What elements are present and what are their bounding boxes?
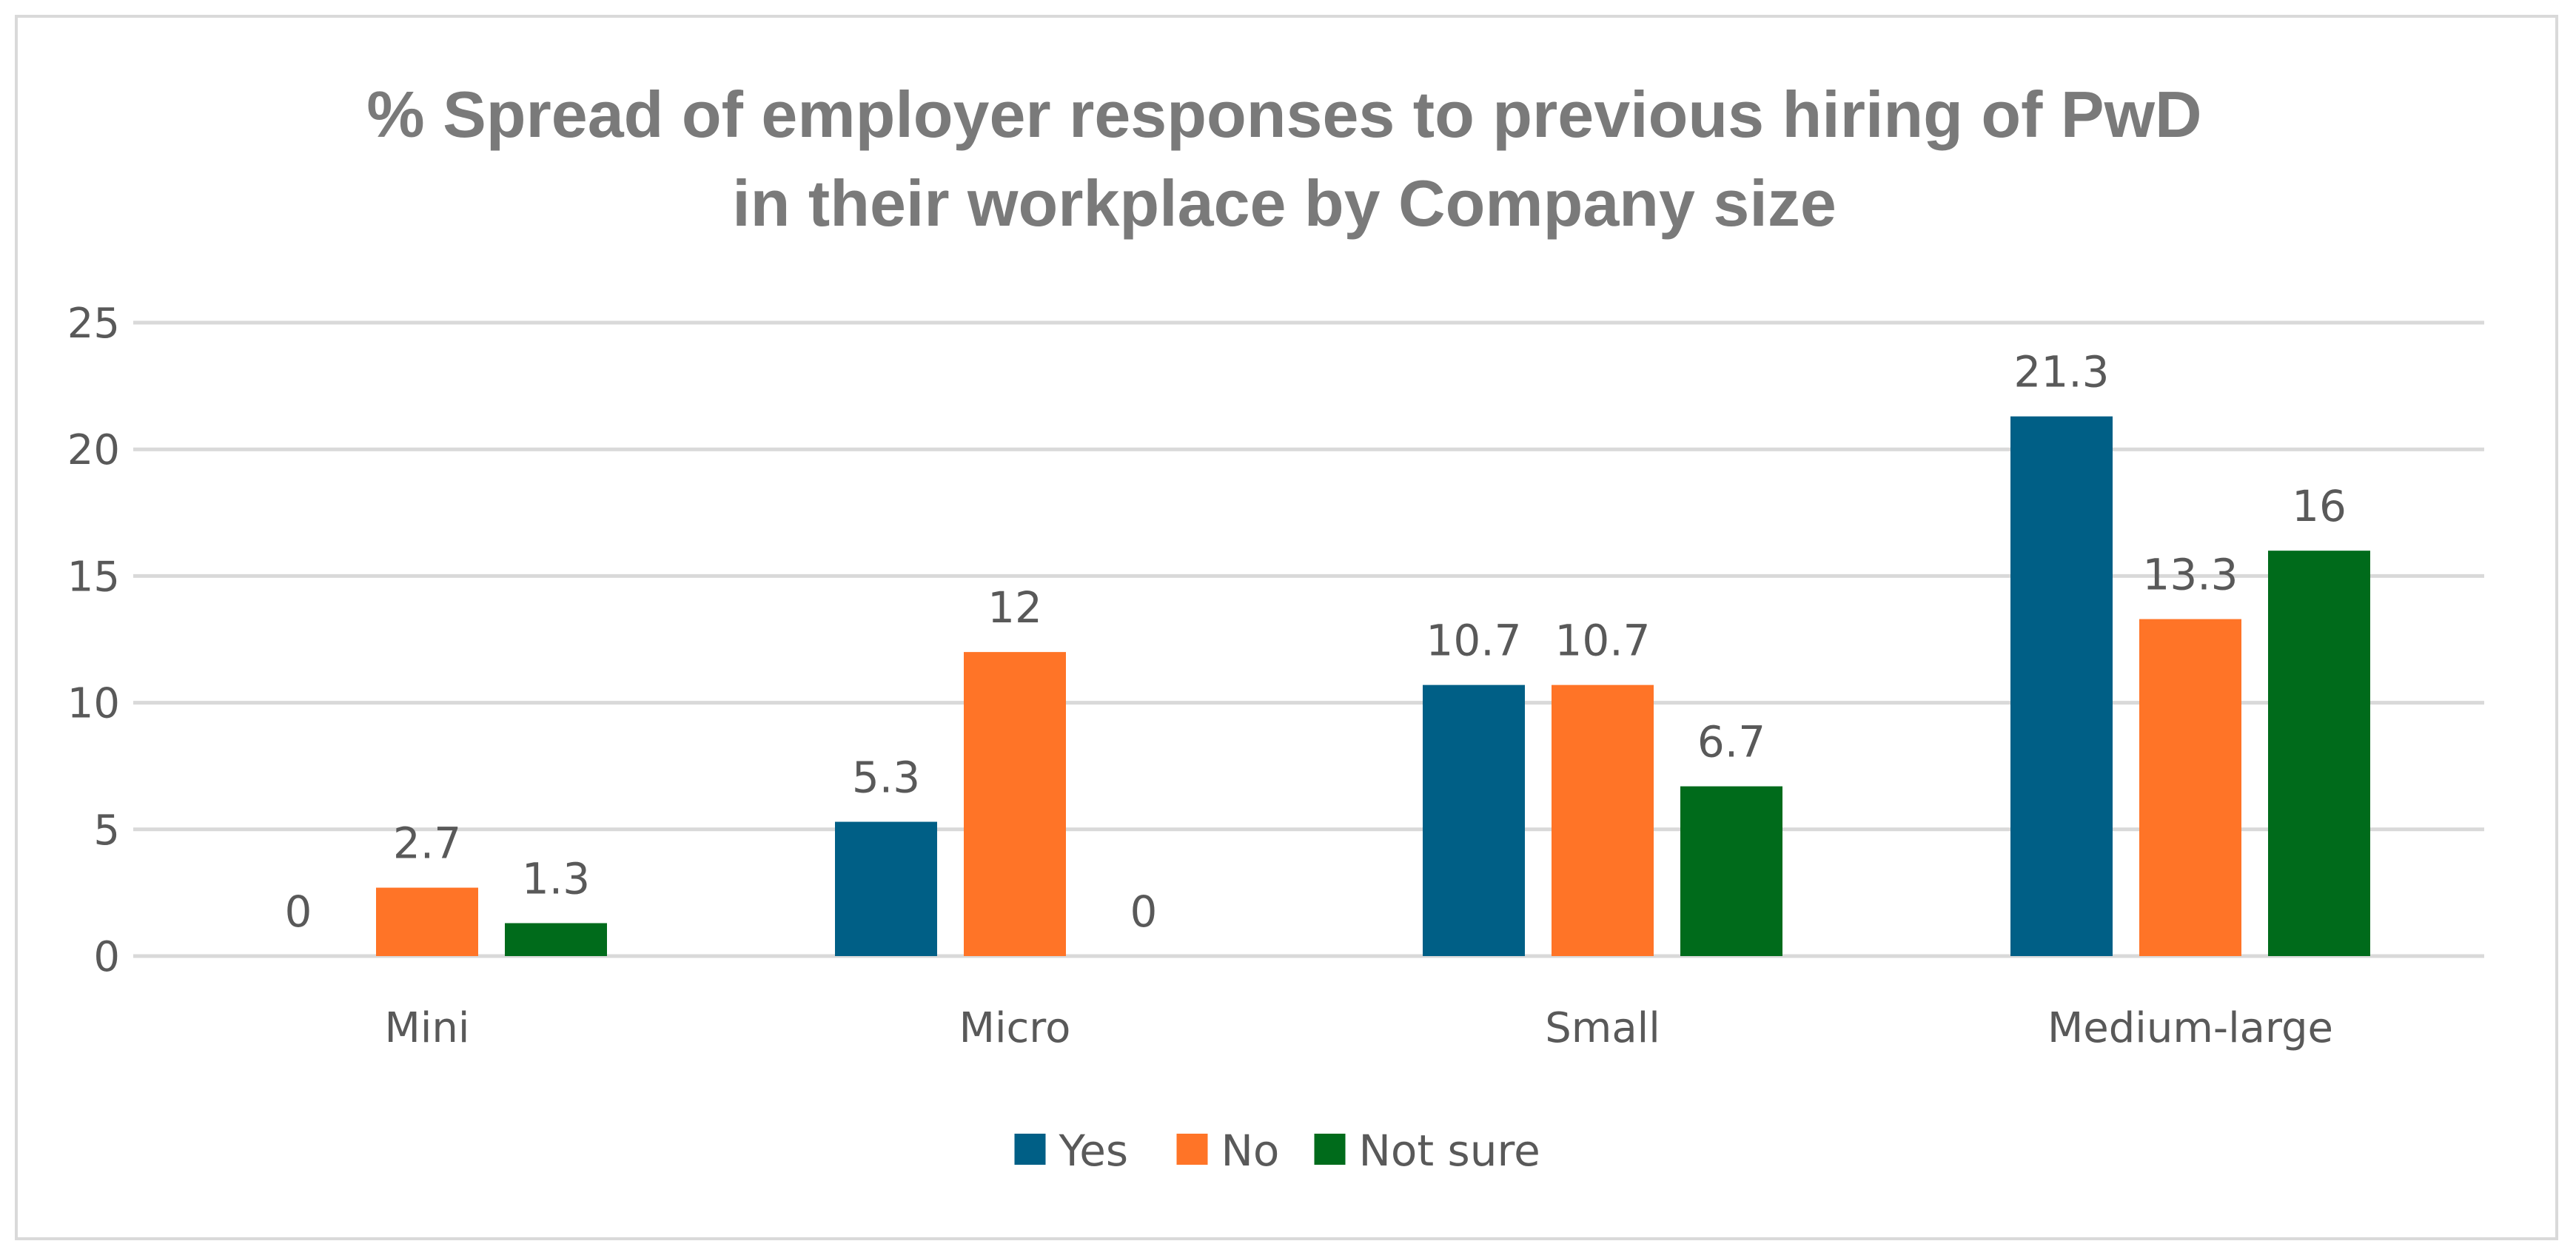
legend-label: Not sure (1359, 1126, 1540, 1176)
x-tick-label: Medium-large (2047, 1004, 2333, 1052)
legend-label: No (1221, 1126, 1280, 1176)
y-tick-label: 25 (67, 300, 120, 348)
x-tick-label: Micro (959, 1004, 1071, 1052)
data-label: 1.3 (522, 853, 590, 904)
data-label: 0 (285, 887, 312, 937)
legend-swatch-no (1176, 1134, 1208, 1165)
chart-title-line-2: in their workplace by Company size (732, 166, 1837, 240)
data-label: 10.7 (1554, 616, 1650, 666)
y-tick-label: 15 (67, 553, 120, 601)
x-axis-ticks: Mini Micro Small Medium-large (385, 1004, 2333, 1052)
data-label: 21.3 (2013, 347, 2109, 397)
bar-no-micro (964, 652, 1066, 956)
data-label: 5.3 (852, 753, 920, 803)
chart-title-line-1: % Spread of employer responses to previo… (366, 78, 2201, 151)
bar-not-sure-medium-large (2268, 551, 2370, 956)
bar-no-small (1552, 684, 1654, 956)
x-tick-label: Mini (385, 1004, 470, 1052)
x-tick-label: Small (1545, 1004, 1660, 1052)
bar-yes-medium-large (2010, 416, 2113, 956)
y-tick-label: 0 (93, 933, 120, 981)
y-tick-label: 5 (93, 807, 120, 855)
data-label: 0 (1130, 887, 1158, 937)
bars (376, 416, 2370, 956)
data-labels: 0 2.7 1.3 5.3 12 0 10.7 10.7 6.7 21.3 13.3 16 (285, 347, 2347, 937)
gridlines (133, 320, 2484, 958)
y-axis-ticks: 0 5 10 15 20 25 (67, 300, 120, 981)
bar-yes-small (1423, 684, 1525, 956)
y-tick-label: 20 (67, 426, 120, 474)
legend-label: Yes (1059, 1126, 1129, 1176)
legend-swatch-yes (1014, 1134, 1046, 1165)
bar-no-mini (376, 887, 478, 956)
y-tick-label: 10 (67, 680, 120, 728)
data-label: 10.7 (1426, 616, 1521, 666)
bar-yes-micro (835, 821, 937, 956)
data-label: 2.7 (393, 818, 461, 869)
data-label: 12 (987, 582, 1042, 633)
bar-not-sure-mini (505, 923, 607, 956)
data-label: 13.3 (2142, 550, 2238, 600)
data-label: 6.7 (1697, 717, 1765, 767)
bar-no-medium-large (2139, 619, 2241, 956)
chart-frame (15, 15, 2558, 1240)
legend-swatch-not-sure (1314, 1134, 1346, 1165)
data-label: 16 (2292, 481, 2347, 531)
legend: Yes No Not sure (1014, 1126, 1540, 1176)
bar-not-sure-small (1680, 786, 1782, 956)
